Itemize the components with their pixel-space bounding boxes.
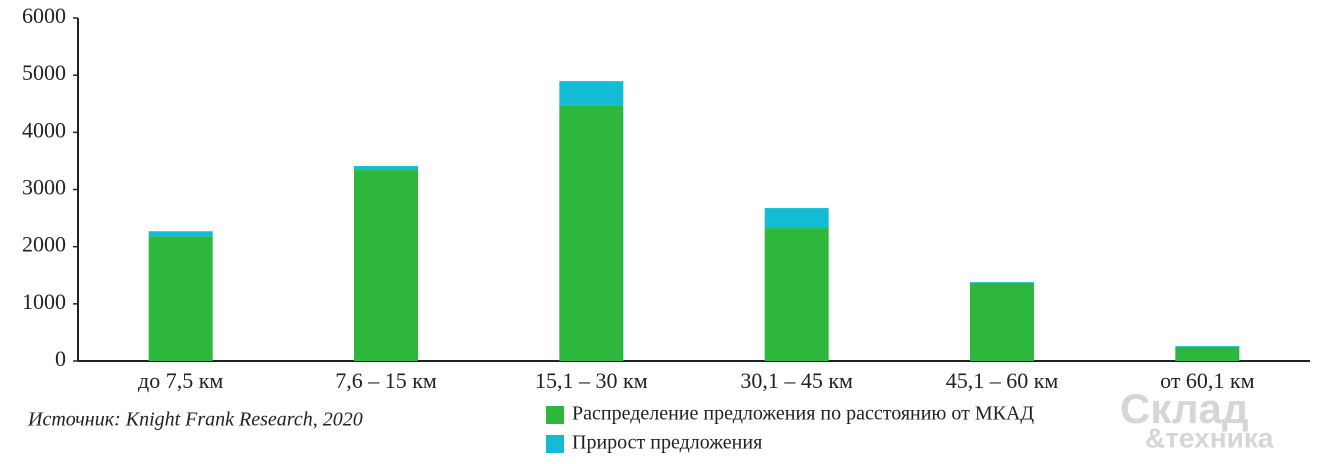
y-tick-label: 5000 [22,60,66,85]
bar-segment [559,105,624,361]
legend-label: Прирост предложения [572,432,762,454]
source: Источник: Knight Frank Research, 2020 [27,409,363,431]
x-tick-label: 15,1 – 30 км [535,368,648,393]
y-tick-label: 2000 [22,232,66,257]
legend-swatch [546,406,564,424]
bar-segment [354,166,418,171]
x-tick-label: 45,1 – 60 км [946,368,1059,393]
bar-segment [1175,346,1240,347]
bar-segment [1175,346,1240,361]
watermark: &техника [1145,422,1274,453]
bar-segment [354,170,418,361]
y-tick-label: 0 [55,346,66,371]
watermark: Склад [1120,385,1249,432]
bar-segment [148,231,213,237]
y-tick-label: 4000 [22,117,66,142]
x-tick-label: от 60,1 км [1160,368,1255,393]
y-tick-label: 6000 [22,3,66,28]
legend-swatch [546,435,564,453]
x-tick-label: 7,6 – 15 км [335,368,437,393]
bar-segment [970,282,1034,361]
bar-segment [970,282,1034,283]
legend-label: Распределение предложения по расстоянию … [572,403,1034,425]
y-tick-label: 1000 [22,289,66,314]
x-tick-label: до 7,5 км [138,368,223,393]
bar-segment [764,228,829,361]
bar-segment [148,236,213,361]
bar-segment [559,81,624,106]
bar-segment [764,208,829,229]
y-tick-label: 3000 [22,175,66,200]
x-tick-label: 30,1 – 45 км [740,368,853,393]
